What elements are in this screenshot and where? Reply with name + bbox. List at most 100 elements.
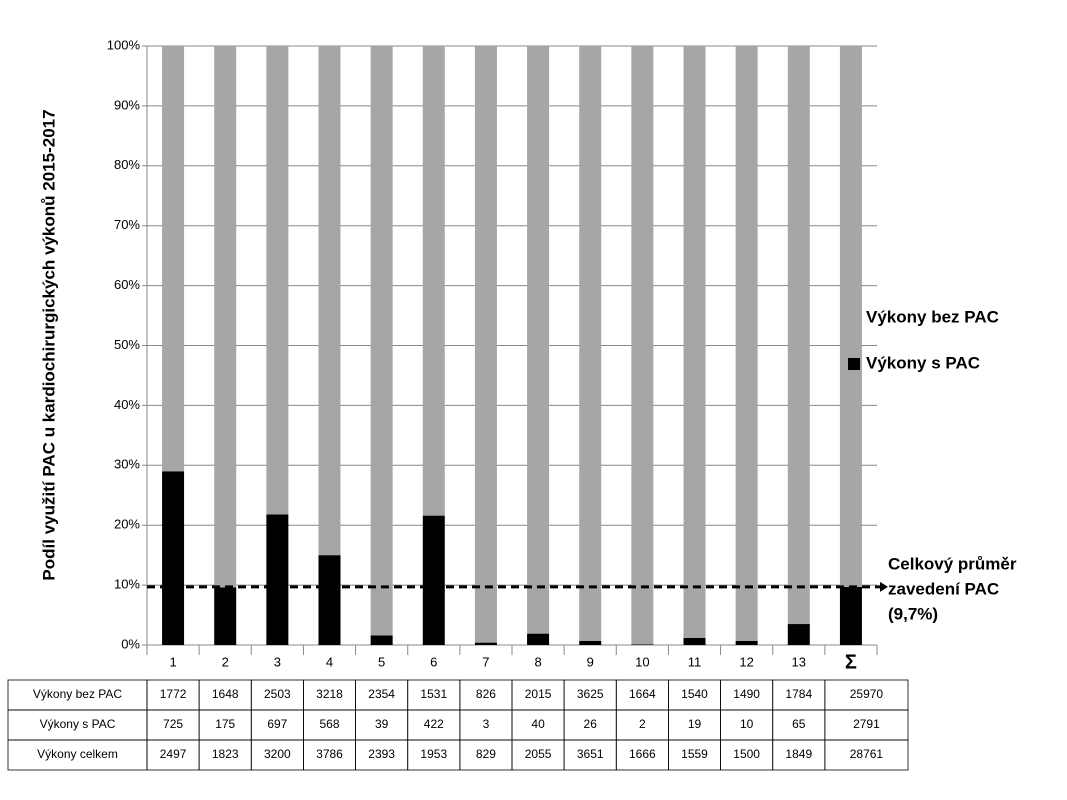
bar-segment [631, 46, 654, 645]
table-row-label: Výkony bez PAC [33, 687, 122, 701]
table-value: 25970 [850, 687, 884, 701]
table-value: 1531 [420, 687, 447, 701]
bar-segment [735, 46, 758, 641]
table-cell [824, 739, 909, 771]
table-value: 2497 [160, 747, 187, 761]
y-tick-label: 40% [114, 397, 140, 412]
bar-segment [683, 637, 706, 645]
y-tick-label: 10% [114, 577, 140, 592]
bar-segment [214, 46, 237, 588]
bar-segment [422, 46, 445, 516]
table-value: 2503 [264, 687, 291, 701]
reference-label: (9,7%) [888, 604, 938, 623]
x-tick-label: 9 [587, 654, 594, 669]
bar-segment [735, 640, 758, 645]
bar-segment [370, 46, 393, 636]
table-value: 1772 [160, 687, 187, 701]
table-value: 1823 [212, 747, 239, 761]
bar-segment [527, 633, 550, 645]
bar-segment [474, 642, 497, 645]
bar-segment [162, 471, 185, 645]
legend-label: Výkony s PAC [866, 353, 980, 372]
x-tick-label: 1 [169, 654, 176, 669]
table-value: 1953 [420, 747, 447, 761]
bar-segment [266, 514, 289, 645]
table-value: 40 [531, 717, 545, 731]
y-tick-label: 100% [107, 37, 141, 52]
x-tick-label: 7 [482, 654, 489, 669]
y-tick-label: 90% [114, 97, 140, 112]
y-axis-title: Podíl využití PAC u kardiochirurgických … [39, 109, 58, 580]
reference-arrow [880, 581, 888, 592]
table-value: 3786 [316, 747, 343, 761]
table-value: 1559 [681, 747, 708, 761]
table-value: 829 [476, 747, 496, 761]
table-value: 697 [267, 717, 287, 731]
table-value: 28761 [850, 747, 884, 761]
table-value: 1500 [733, 747, 760, 761]
table-value: 2791 [853, 717, 880, 731]
bar-segment [474, 46, 497, 643]
table-value: 3651 [577, 747, 604, 761]
x-tick-label: 8 [534, 654, 541, 669]
table-value: 1648 [212, 687, 239, 701]
y-tick-label: 20% [114, 517, 140, 532]
table-row-label: Výkony celkem [37, 747, 118, 761]
table-value: 3625 [577, 687, 604, 701]
table-value: 568 [319, 717, 339, 731]
bar-segment [214, 587, 237, 645]
y-tick-label: 80% [114, 157, 140, 172]
table-value: 1540 [681, 687, 708, 701]
table-value: 1664 [629, 687, 656, 701]
table-value: 2 [639, 717, 646, 731]
x-tick-label: 13 [792, 654, 806, 669]
bar-segment [579, 46, 602, 641]
table-value: 1784 [785, 687, 812, 701]
table-value: 175 [215, 717, 235, 731]
table-value: 2393 [368, 747, 395, 761]
table-value: 2015 [525, 687, 552, 701]
table-value: 2055 [525, 747, 552, 761]
x-tick-label: 3 [274, 654, 281, 669]
legend-label: Výkony bez PAC [866, 307, 999, 326]
table-value: 3218 [316, 687, 343, 701]
x-tick-label: 5 [378, 654, 385, 669]
y-tick-label: 70% [114, 217, 140, 232]
table-value: 65 [792, 717, 806, 731]
bar-segment [370, 635, 393, 645]
bar-segment [579, 640, 602, 645]
y-tick-label: 50% [114, 337, 140, 352]
x-tick-label: 4 [326, 654, 333, 669]
bar-segment [631, 644, 654, 645]
x-tick-label: 2 [222, 654, 229, 669]
bar-segment [422, 515, 445, 645]
reference-label: Celkový průměr [888, 554, 1017, 573]
table-value: 1666 [629, 747, 656, 761]
table-value: 1849 [785, 747, 812, 761]
x-tick-label: 10 [635, 654, 649, 669]
table-row-label: Výkony s PAC [40, 717, 116, 731]
table-value: 2354 [368, 687, 395, 701]
table-value: 1490 [733, 687, 760, 701]
x-tick-label: 6 [430, 654, 437, 669]
legend-swatch [848, 312, 860, 324]
table-value: 26 [584, 717, 598, 731]
bar-segment [527, 46, 550, 634]
bar-segment [787, 46, 810, 625]
x-tick-label: 11 [688, 654, 702, 669]
bar-segment [683, 46, 706, 638]
table-value: 422 [424, 717, 444, 731]
table-value: 10 [740, 717, 754, 731]
x-tick-label: Σ [845, 651, 857, 673]
legend-swatch [848, 358, 860, 370]
x-tick-label: 12 [739, 654, 753, 669]
table-value: 39 [375, 717, 389, 731]
table-value: 826 [476, 687, 496, 701]
y-tick-label: 30% [114, 457, 140, 472]
reference-label: zavedení PAC [888, 579, 999, 598]
y-tick-label: 60% [114, 277, 140, 292]
table-value: 3 [483, 717, 490, 731]
bar-segment [162, 46, 185, 472]
bar-segment [839, 586, 862, 645]
